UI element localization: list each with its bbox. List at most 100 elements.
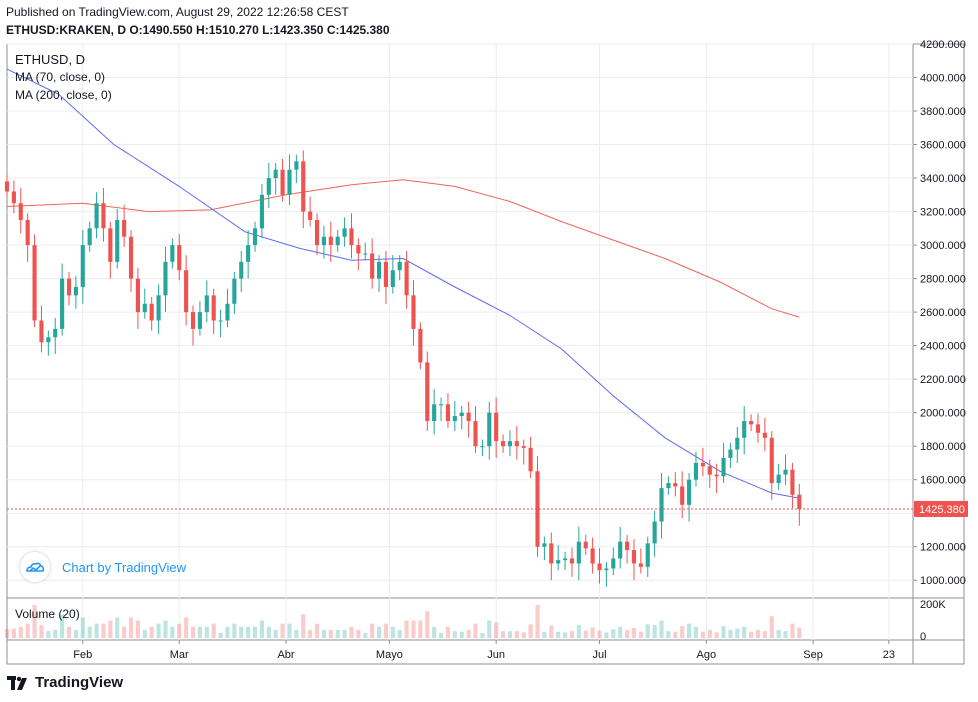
- volume-bar: [342, 629, 347, 638]
- brand-logo[interactable]: TradingView: [7, 674, 123, 691]
- volume-bar: [190, 626, 196, 638]
- ohlc-values: O:1490.550 H:1510.270 L:1423.350 C:1425.…: [129, 23, 390, 37]
- candle-body: [349, 228, 354, 246]
- candle-body: [411, 295, 416, 329]
- volume-bar: [39, 624, 44, 638]
- volume-bar: [776, 629, 781, 638]
- volume-bar: [128, 617, 134, 638]
- candle-body: [659, 488, 664, 522]
- candle-body: [32, 245, 37, 321]
- volume-bar: [563, 632, 568, 638]
- candle-body: [60, 278, 65, 329]
- volume-bar: [280, 623, 285, 638]
- candle-body: [342, 228, 347, 237]
- volume-bar: [349, 626, 354, 638]
- price-tick-label: 1800.000: [920, 441, 966, 453]
- volume-bar: [390, 626, 395, 638]
- candle-body: [693, 462, 699, 480]
- candle-body: [115, 219, 120, 262]
- candle-body: [714, 474, 719, 477]
- candle-body: [149, 303, 154, 321]
- candle-body: [218, 320, 223, 322]
- candle-body: [487, 412, 492, 447]
- candle-body: [370, 253, 375, 279]
- volume-bar: [11, 628, 16, 638]
- candle-body: [721, 457, 726, 477]
- volume-bar: [363, 633, 368, 638]
- candle-body: [755, 424, 761, 433]
- candle-body: [611, 558, 616, 569]
- volume-bar: [94, 623, 99, 638]
- candle-body: [18, 203, 23, 220]
- volume-bar: [66, 626, 72, 638]
- time-tick-label: Ago: [697, 649, 717, 661]
- tradingview-badge[interactable]: Chart by TradingView: [20, 552, 186, 582]
- legend-ma200[interactable]: MA (200, close, 0): [15, 88, 112, 102]
- volume-bar: [583, 630, 588, 638]
- candle-body: [259, 194, 264, 229]
- volume-bar: [652, 624, 657, 638]
- candle-body: [363, 253, 368, 255]
- candle-body: [473, 421, 478, 447]
- volume-bar: [266, 626, 271, 638]
- time-tick-label: Abr: [277, 649, 294, 661]
- candle-body: [790, 469, 795, 495]
- volume-bar: [604, 632, 609, 638]
- volume-bar: [335, 629, 340, 638]
- volume-bar: [301, 614, 306, 638]
- volume-bar: [438, 633, 444, 638]
- candle-body: [135, 278, 140, 313]
- candle-body: [308, 211, 313, 220]
- volume-label[interactable]: Volume (20): [15, 607, 80, 621]
- candle-body: [728, 449, 733, 458]
- volume-bar: [25, 623, 30, 638]
- watermark-text: Chart by TradingView: [62, 559, 187, 575]
- candle-body: [101, 203, 106, 229]
- volume-bars: [4, 605, 802, 638]
- volume-bar: [742, 626, 747, 638]
- volume-bar: [46, 631, 51, 638]
- candle-body: [335, 236, 340, 246]
- price-tick-label: 3400.000: [920, 173, 966, 185]
- volume-bar: [590, 627, 595, 638]
- price-tick-label: 2200.000: [920, 374, 966, 386]
- volume-bar: [714, 632, 719, 638]
- candle-body: [425, 362, 430, 422]
- candle-body: [700, 462, 705, 467]
- candle-body: [156, 295, 161, 321]
- volume-bar: [197, 626, 202, 638]
- candle-body: [390, 270, 395, 287]
- volume-bar: [122, 626, 127, 638]
- candle-body: [549, 543, 554, 564]
- candle-body: [404, 261, 409, 296]
- volume-bar: [735, 628, 740, 638]
- candle-body: [170, 245, 175, 262]
- candle-body: [638, 563, 643, 567]
- candle-body: [576, 541, 581, 564]
- volume-bar: [755, 629, 761, 638]
- volume-bar: [556, 631, 561, 638]
- volume-bar: [328, 629, 333, 638]
- volume-bar: [115, 617, 120, 638]
- legend-symbol[interactable]: ETHUSD, D: [15, 52, 86, 67]
- candle-body: [604, 568, 609, 571]
- candle-body: [735, 437, 740, 450]
- volume-bar: [769, 616, 774, 638]
- volume-bar: [170, 626, 175, 638]
- tv-logo-icon: [7, 675, 27, 690]
- candle-body: [11, 191, 16, 204]
- time-tick-label: Sep: [803, 649, 823, 661]
- volume-bar: [521, 632, 526, 638]
- price-tick-label: 1200.000: [920, 542, 966, 554]
- candle-body: [252, 228, 258, 246]
- candle-body: [707, 466, 712, 475]
- legend-ma70[interactable]: MA (70, close, 0): [15, 70, 106, 84]
- candle-body: [383, 261, 389, 287]
- volume-bar: [762, 631, 767, 638]
- ma70-line: [6, 68, 800, 499]
- candle-body: [328, 236, 333, 246]
- candle-body: [287, 169, 292, 195]
- candle-body: [500, 441, 506, 447]
- candle-body: [445, 404, 451, 422]
